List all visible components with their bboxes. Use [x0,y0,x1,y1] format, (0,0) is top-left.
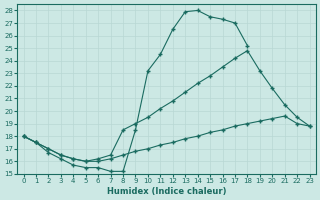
X-axis label: Humidex (Indice chaleur): Humidex (Indice chaleur) [107,187,226,196]
